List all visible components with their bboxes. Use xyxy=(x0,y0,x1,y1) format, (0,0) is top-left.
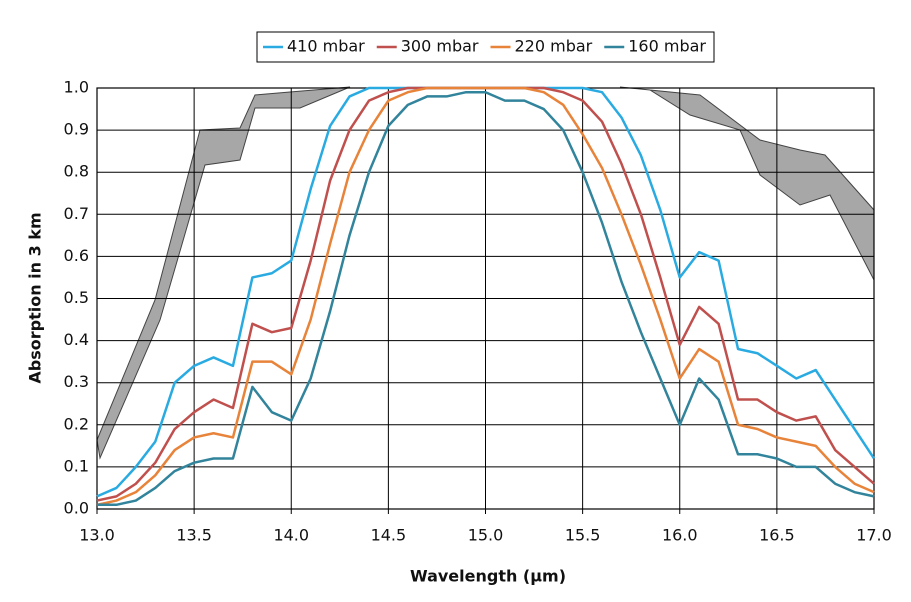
band-right xyxy=(619,86,875,281)
y-tick-label: 0.8 xyxy=(64,162,89,181)
x-tick-label: 13.5 xyxy=(176,526,212,545)
legend-label: 300 mbar xyxy=(401,37,479,56)
y-tick-label: 0.5 xyxy=(64,288,89,307)
series-line xyxy=(97,90,875,507)
x-tick-label: 15.5 xyxy=(565,526,601,545)
series-line xyxy=(96,86,875,507)
x-axis-title: Wavelength (µm) xyxy=(410,567,566,586)
y-tick-label: 0.4 xyxy=(64,330,89,349)
legend-label: 160 mbar xyxy=(628,37,706,56)
x-tick-label: 14.5 xyxy=(371,526,407,545)
legend-label: 410 mbar xyxy=(287,37,365,56)
band-left xyxy=(96,86,351,460)
y-tick-label: 0.0 xyxy=(64,499,89,518)
y-tick-label: 0.1 xyxy=(64,456,89,475)
legend: 410 mbar 300 mbar 220 mbar 160 mbar xyxy=(256,31,715,63)
x-tick-label: 16.0 xyxy=(662,526,698,545)
x-tick-label: 17.0 xyxy=(856,526,892,545)
y-tick-label: 1.0 xyxy=(64,78,89,97)
y-axis-title: Absorption in 3 km xyxy=(26,212,45,383)
x-tick-label: 15.0 xyxy=(468,526,504,545)
y-tick-label: 0.2 xyxy=(64,414,89,433)
y-tick-label: 0.3 xyxy=(64,372,89,391)
x-tick-label: 14.0 xyxy=(273,526,309,545)
y-tick-label: 0.6 xyxy=(64,246,89,265)
y-tick-label: 0.7 xyxy=(64,204,89,223)
y-tick-label: 0.9 xyxy=(64,120,89,139)
x-tick-label: 13.0 xyxy=(79,526,115,545)
x-tick-label: 16.5 xyxy=(759,526,795,545)
legend-label: 220 mbar xyxy=(515,37,593,56)
legend-box xyxy=(256,31,715,63)
